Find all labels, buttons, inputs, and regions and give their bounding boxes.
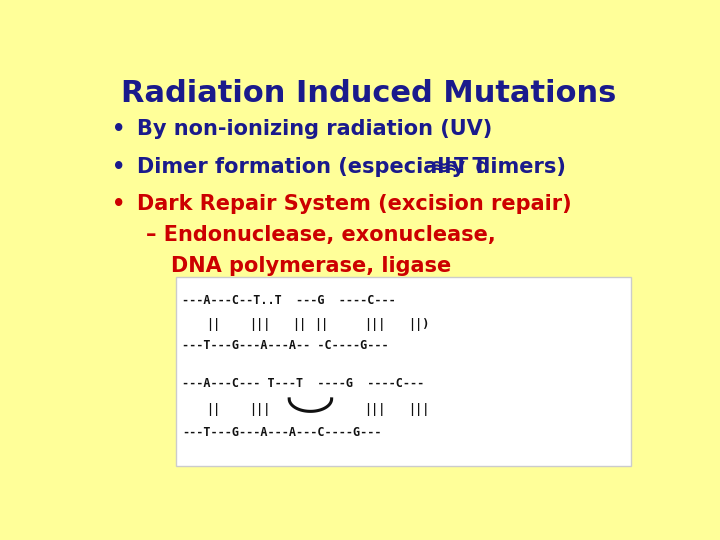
Text: ||: || [292, 318, 307, 330]
Text: – Endonuclease, exonuclease,: – Endonuclease, exonuclease, [145, 225, 495, 245]
Text: By non-ionizing radiation (UV): By non-ionizing radiation (UV) [138, 119, 492, 139]
Text: ||: || [315, 318, 329, 330]
Text: ---A---C--T..T  ---G  ----C---: ---A---C--T..T ---G ----C--- [182, 294, 396, 307]
FancyBboxPatch shape [176, 277, 631, 466]
Text: ---T---G---A---A---C----G---: ---T---G---A---A---C----G--- [182, 427, 382, 440]
Text: •: • [112, 119, 126, 139]
Text: Dark Repair System (excision repair): Dark Repair System (excision repair) [138, 194, 572, 214]
Text: |||: ||| [408, 403, 430, 416]
Text: |||: ||| [364, 403, 385, 416]
Text: |||: ||| [364, 318, 385, 330]
Text: T dimers): T dimers) [454, 157, 566, 177]
Text: |||: ||| [250, 403, 271, 416]
Text: |||: ||| [250, 318, 271, 330]
Text: Dimer formation (especially T: Dimer formation (especially T [138, 157, 487, 177]
Text: ||): ||) [408, 318, 430, 330]
Text: DNA polymerase, ligase: DNA polymerase, ligase [171, 256, 451, 276]
Text: •: • [112, 157, 126, 177]
Text: Radiation Induced Mutations: Radiation Induced Mutations [121, 79, 617, 109]
Text: •: • [112, 194, 126, 214]
Text: ---A---C--- T---T  ----G  ----C---: ---A---C--- T---T ----G ----C--- [182, 377, 424, 390]
Text: ---T---G---A---A-- -C----G---: ---T---G---A---A-- -C----G--- [182, 340, 389, 353]
Text: ||: || [206, 403, 220, 416]
Text: ||: || [206, 318, 220, 330]
